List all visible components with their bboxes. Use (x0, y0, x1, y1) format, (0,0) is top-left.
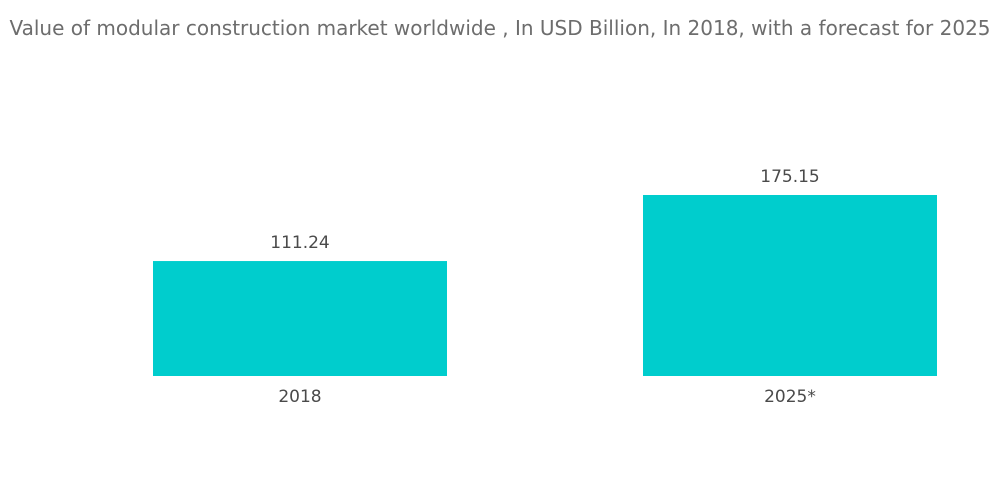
x-axis-ticks: 2018 2025* (278, 387, 816, 407)
bar-2025 (643, 195, 937, 376)
x-tick-label: 2018 (278, 387, 321, 407)
bar-2018 (153, 261, 447, 376)
value-labels-group: 111.24 175.15 (270, 167, 819, 253)
x-tick-label: 2025* (764, 387, 816, 407)
chart-title: Value of modular construction market wor… (9, 16, 991, 40)
bars-group (153, 195, 937, 376)
data-label: 175.15 (760, 167, 819, 187)
data-label: 111.24 (270, 233, 329, 253)
